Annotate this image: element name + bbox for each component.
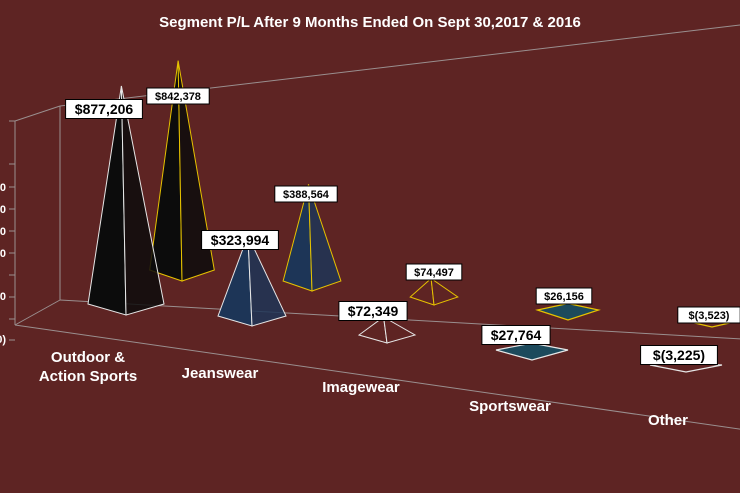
pyramid-2016-3 xyxy=(535,302,601,321)
data-label-2016-4-box xyxy=(677,306,740,324)
data-label-2017-2: $72,349 xyxy=(338,301,408,321)
category-label-3-0: Sportswear xyxy=(469,398,551,415)
category-label-2-0: Imagewear xyxy=(322,379,400,396)
data-label-2017-1: $323,994 xyxy=(201,230,279,250)
pyramid-2016-3-flat xyxy=(535,302,601,321)
pyramid-2017-2-face-right xyxy=(382,316,417,344)
y-tick-label-0: 0 xyxy=(0,182,6,194)
data-label-2017-2-text: $72,349 xyxy=(348,303,399,319)
pyramid-2016-0-face-right xyxy=(177,60,215,282)
chart-marks xyxy=(87,60,740,373)
pyramid-2016-2 xyxy=(409,277,459,306)
data-label-2016-2: $74,497 xyxy=(405,263,463,281)
data-label-2016-0-box xyxy=(146,87,210,105)
data-label-2017-3-box xyxy=(481,325,551,345)
data-label-2016-1-box xyxy=(274,185,338,203)
data-label-2017-0: $877,206 xyxy=(65,99,143,119)
category-labels: Outdoor & Action Sports Jeanswear Imagewear… xyxy=(39,349,688,429)
data-label-2017-1-text: $323,994 xyxy=(211,232,270,248)
category-label-0-1: Action Sports xyxy=(39,368,137,385)
data-label-2016-0: $842,378 xyxy=(146,87,210,105)
data-label-2017-4: $(3,225) xyxy=(640,345,718,365)
data-labels: $877,206 $323,994 $72,349 $27,764 $(3,225) $8… xyxy=(65,87,740,365)
pyramid-2017-2 xyxy=(357,316,417,344)
data-label-2016-3-box xyxy=(535,287,593,305)
pyramid-2017-1 xyxy=(217,235,287,327)
data-label-2017-2-box xyxy=(338,301,408,321)
y-tick-label-1: 0 xyxy=(0,204,6,216)
y-axis-ticks: 0 0 0 0 0 00) xyxy=(0,120,15,346)
wall-top-left-edge xyxy=(14,105,61,122)
pyramid-2017-3 xyxy=(495,342,569,361)
pyramid-2016-1-face-right xyxy=(308,184,342,292)
pyramid-2017-0-face-left xyxy=(87,85,127,316)
data-label-2016-1: $388,564 xyxy=(274,185,338,203)
data-label-2017-4-text: $(3,225) xyxy=(653,347,705,363)
data-label-2016-2-box xyxy=(405,263,463,281)
floor-back-edge xyxy=(59,299,740,340)
data-label-2017-4-box xyxy=(640,345,718,365)
data-label-2017-0-box xyxy=(65,99,143,119)
category-label-1-0: Jeanswear xyxy=(182,365,259,382)
data-label-2016-3-text: $26,156 xyxy=(544,291,584,303)
pyramid-2016-0 xyxy=(149,60,215,282)
floor-left-edge xyxy=(14,299,61,326)
data-label-2017-3: $27,764 xyxy=(481,325,551,345)
data-label-2017-3-text: $27,764 xyxy=(491,327,542,343)
y-tick-label-4: 0 xyxy=(0,291,6,303)
data-label-2016-2-text: $74,497 xyxy=(414,267,454,279)
pyramid-2016-2-face-left xyxy=(409,277,435,306)
data-label-2016-1-text: $388,564 xyxy=(283,189,330,201)
y-tick-label-5: 00) xyxy=(0,334,6,346)
data-label-2017-1-box xyxy=(201,230,279,250)
pyramid-2017-0 xyxy=(87,85,165,316)
pyramid-2017-1-face-right xyxy=(247,235,287,327)
chart-title: Segment P/L After 9 Months Ended On Sept… xyxy=(159,14,581,31)
pyramid-2016-2-face-right xyxy=(430,277,459,306)
category-label-4-0: Other xyxy=(648,412,688,429)
y-tick-label-3: 0 xyxy=(0,248,6,260)
pyramid-2017-0-face-right xyxy=(120,85,165,316)
data-label-2016-4-text: $(3,523) xyxy=(689,310,730,322)
pyramid-2016-1 xyxy=(282,184,342,292)
data-label-2017-0-text: $877,206 xyxy=(75,101,134,117)
data-label-2016-0-text: $842,378 xyxy=(155,91,201,103)
data-label-2016-4: $(3,523) xyxy=(677,306,740,324)
data-label-2016-3: $26,156 xyxy=(535,287,593,305)
pyramid-2017-3-flat xyxy=(495,342,569,361)
y-tick-label-2: 0 xyxy=(0,226,6,238)
category-label-0-0: Outdoor & xyxy=(51,349,125,366)
floor-front-edge xyxy=(14,324,740,430)
